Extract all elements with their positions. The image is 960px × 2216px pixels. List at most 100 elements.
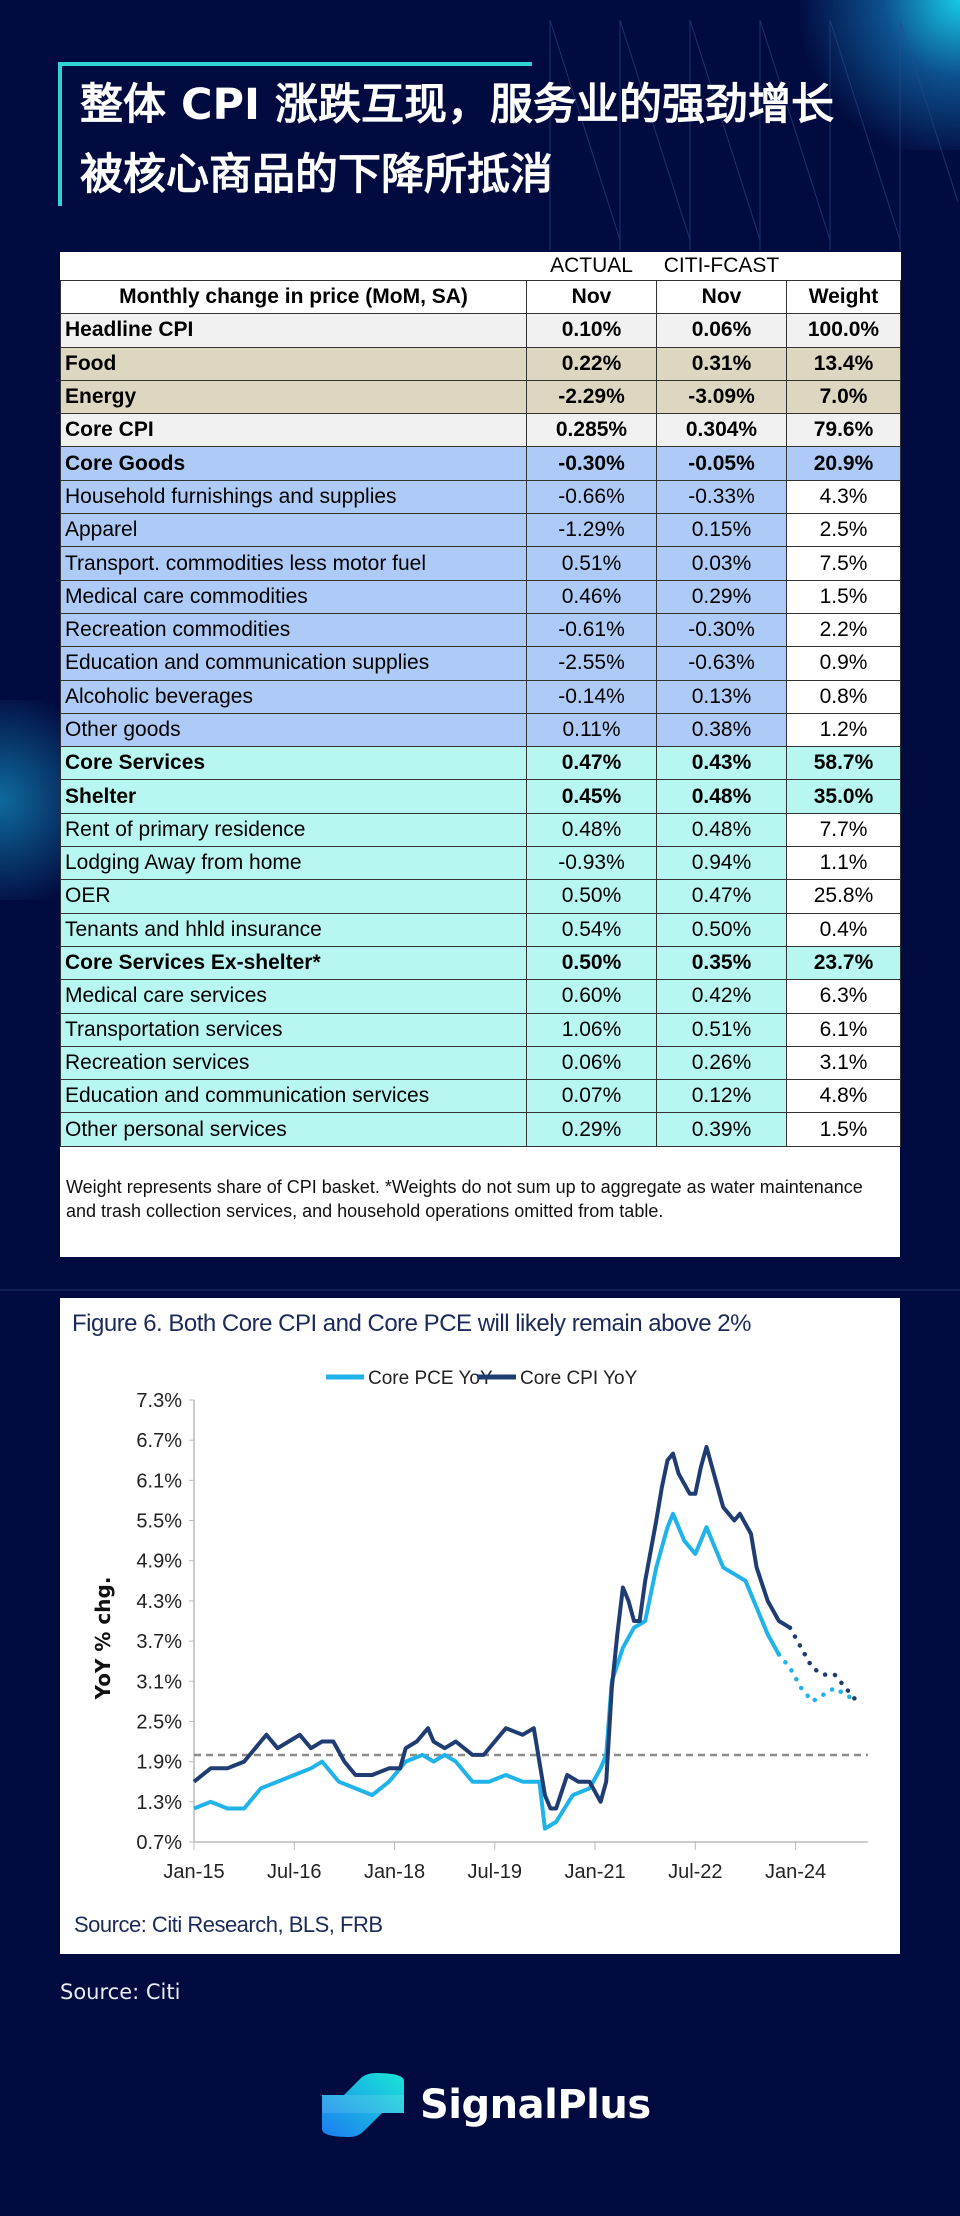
table-row: Household furnishings and supplies -0.66%… bbox=[60, 479, 901, 515]
weight-value: 7.0% bbox=[786, 379, 901, 415]
row-label: Alcoholic beverages bbox=[60, 679, 527, 714]
forecast-value: 0.03% bbox=[656, 546, 787, 581]
y-tick-label: 1.3% bbox=[136, 1792, 182, 1814]
actual-value: -2.55% bbox=[526, 646, 657, 681]
forecast-value: 0.47% bbox=[656, 879, 787, 914]
weight-value: 13.4% bbox=[786, 346, 901, 381]
row-label: Medical care services bbox=[60, 979, 527, 1014]
weight-value: 79.6% bbox=[786, 413, 901, 448]
forecast-value: -0.33% bbox=[656, 479, 787, 515]
table-row: OER 0.50% 0.47% 25.8% bbox=[60, 879, 901, 914]
table-row: Apparel -1.29% 0.15% 2.5% bbox=[60, 513, 901, 548]
row-label: Shelter bbox=[60, 779, 527, 814]
forecast-value: 0.94% bbox=[656, 846, 787, 881]
forecast-value: 0.48% bbox=[656, 812, 787, 848]
forecast-value: -0.05% bbox=[656, 446, 787, 481]
row-label: Education and communication services bbox=[60, 1079, 527, 1114]
forecast-value: -0.30% bbox=[656, 612, 787, 648]
weight-value: 0.9% bbox=[786, 646, 901, 681]
row-label: Apparel bbox=[60, 513, 527, 548]
actual-value: -0.93% bbox=[526, 846, 657, 881]
actual-value: 0.45% bbox=[526, 779, 657, 814]
cpi-table: ACTUAL CITI-FCAST Monthly change in pric… bbox=[60, 252, 901, 1147]
title-line-2: 被核心商品的下降所抵消 bbox=[80, 150, 553, 200]
weight-value: 1.2% bbox=[786, 712, 901, 748]
weight-value: 0.8% bbox=[786, 679, 901, 714]
weight-value: 25.8% bbox=[786, 879, 901, 914]
legend-label: Core PCE YoY bbox=[368, 1368, 493, 1389]
weight-value: 0.4% bbox=[786, 912, 901, 947]
y-tick-label: 1.9% bbox=[136, 1752, 182, 1774]
row-label: Lodging Away from home bbox=[60, 846, 527, 881]
row-label: Transport. commodities less motor fuel bbox=[60, 546, 527, 581]
weight-value: 4.3% bbox=[786, 479, 901, 515]
actual-value: 0.47% bbox=[526, 746, 657, 781]
y-tick-label: 3.7% bbox=[136, 1631, 182, 1653]
forecast-value: 0.13% bbox=[656, 679, 787, 714]
actual-value: 0.50% bbox=[526, 879, 657, 914]
table-row: Other goods 0.11% 0.38% 1.2% bbox=[60, 712, 901, 748]
forecast-value: 0.29% bbox=[656, 579, 787, 614]
actual-value: -0.61% bbox=[526, 612, 657, 648]
row-label: Recreation commodities bbox=[60, 612, 527, 648]
actual-value: 0.22% bbox=[526, 346, 657, 381]
signalplus-logo-icon bbox=[322, 2073, 404, 2137]
actual-value: -2.29% bbox=[526, 379, 657, 415]
row-label: Transportation services bbox=[60, 1012, 527, 1047]
weight-value: 58.7% bbox=[786, 746, 901, 781]
weight-value: 4.8% bbox=[786, 1079, 901, 1114]
chart-title: Figure 6. Both Core CPI and Core PCE wil… bbox=[72, 1310, 751, 1337]
weight-value: 2.5% bbox=[786, 513, 901, 548]
weight-value: 23.7% bbox=[786, 945, 901, 981]
actual-value: -1.29% bbox=[526, 513, 657, 548]
forecast-value: 0.304% bbox=[656, 413, 787, 448]
source-note: Source: Citi bbox=[60, 1980, 181, 2004]
table-row: Transport. commodities less motor fuel 0.… bbox=[60, 546, 901, 581]
actual-value: -0.66% bbox=[526, 479, 657, 515]
y-tick-label: 3.1% bbox=[136, 1671, 182, 1693]
row-label: Household furnishings and supplies bbox=[60, 479, 527, 515]
page-title: 整体 CPI 涨跌互现，服务业的强劲增长 被核心商品的下降所抵消 bbox=[80, 70, 940, 210]
table-row: Education and communication supplies -2.5… bbox=[60, 646, 901, 681]
row-label: Core CPI bbox=[60, 413, 527, 448]
actual-value: 0.46% bbox=[526, 579, 657, 614]
row-label: Headline CPI bbox=[60, 313, 527, 348]
table-row: Rent of primary residence 0.48% 0.48% 7.7% bbox=[60, 812, 901, 848]
forecast-value: 0.35% bbox=[656, 945, 787, 981]
actual-value: 1.06% bbox=[526, 1012, 657, 1047]
y-tick-label: 6.7% bbox=[136, 1430, 182, 1452]
y-tick-label: 4.9% bbox=[136, 1551, 182, 1573]
row-label: Tenants and hhld insurance bbox=[60, 912, 527, 947]
x-tick-label: Jan-24 bbox=[765, 1861, 826, 1883]
y-axis-label: YoY % chg. bbox=[91, 1577, 115, 1701]
actual-value: -0.30% bbox=[526, 446, 657, 481]
cpi-table-panel: ACTUAL CITI-FCAST Monthly change in pric… bbox=[60, 252, 901, 1257]
forecast-value: -0.63% bbox=[656, 646, 787, 681]
row-label: Core Services bbox=[60, 746, 527, 781]
actual-value: 0.54% bbox=[526, 912, 657, 947]
signalplus-logo: SignalPlus bbox=[322, 2073, 651, 2137]
forecast-value: 0.48% bbox=[656, 779, 787, 814]
row-label: Food bbox=[60, 346, 527, 381]
weight-value: 3.1% bbox=[786, 1045, 901, 1081]
x-tick-label: Jan-18 bbox=[364, 1861, 425, 1883]
actual-value: 0.48% bbox=[526, 812, 657, 848]
table-row: Alcoholic beverages -0.14% 0.13% 0.8% bbox=[60, 679, 901, 714]
forecast-value: 0.31% bbox=[656, 346, 787, 381]
row-label: Recreation services bbox=[60, 1045, 527, 1081]
y-tick-label: 7.3% bbox=[136, 1390, 182, 1412]
table-row: Recreation commodities -0.61% -0.30% 2.2% bbox=[60, 612, 901, 648]
series-line-core-cpi bbox=[192, 1444, 792, 1811]
line-chart: Core PCE YoY Core CPI YoY YoY % chg. 0.7%… bbox=[91, 1368, 868, 1883]
forecast-line-core-cpi bbox=[787, 1625, 860, 1704]
weight-value: 2.2% bbox=[786, 612, 901, 648]
legend-label: Core CPI YoY bbox=[520, 1368, 638, 1389]
header-actual: Nov bbox=[526, 279, 657, 315]
actual-value: 0.11% bbox=[526, 712, 657, 748]
x-tick-label: Jan-21 bbox=[564, 1861, 625, 1883]
weight-value: 100.0% bbox=[786, 313, 901, 348]
chart-legend: Core PCE YoY Core CPI YoY bbox=[326, 1368, 638, 1389]
forecast-value: 0.39% bbox=[656, 1112, 787, 1147]
table-row: Medical care services 0.60% 0.42% 6.3% bbox=[60, 979, 901, 1014]
forecast-value: 0.50% bbox=[656, 912, 787, 947]
